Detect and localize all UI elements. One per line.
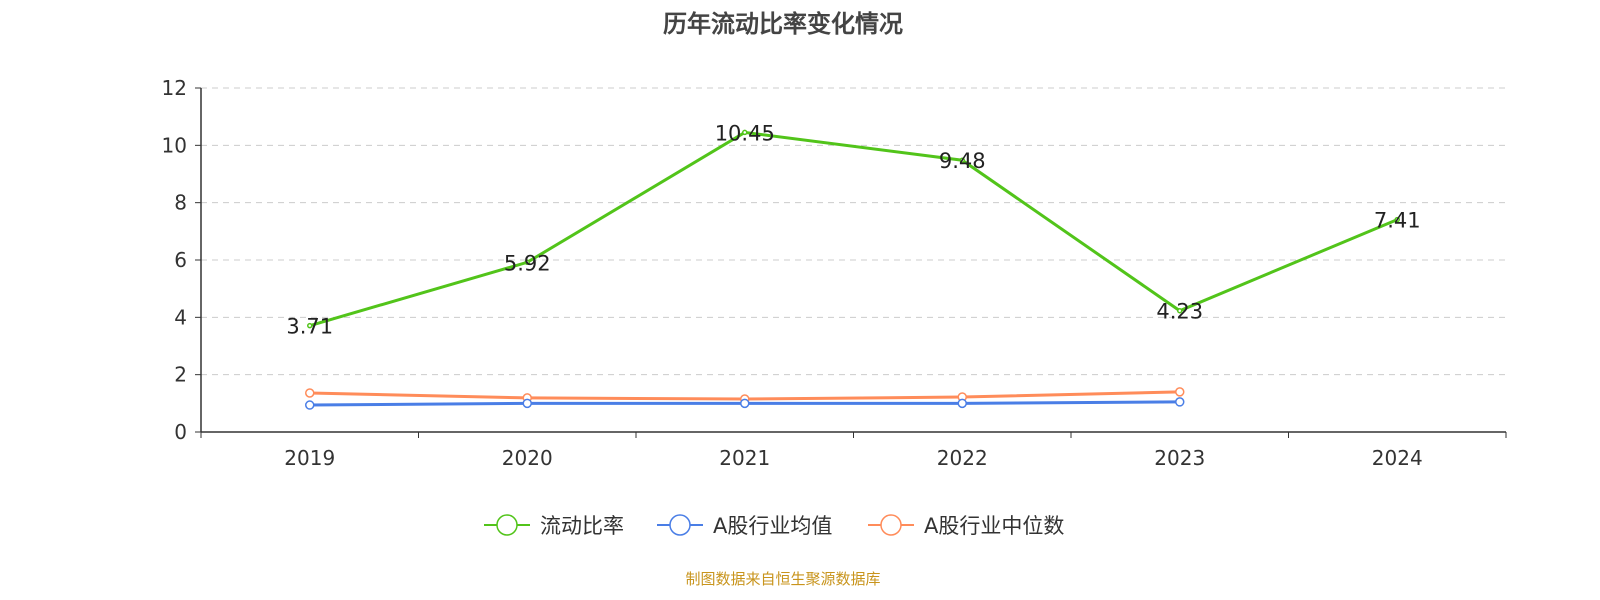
data-label: 5.92 [504,251,551,275]
y-tick-label: 6 [174,248,187,272]
data-point [742,129,748,136]
chart-title: 历年流动比率变化情况 [663,10,903,38]
series-line [309,130,1398,328]
y-tick-label: 10 [162,133,187,157]
data-label: 9.48 [939,149,986,173]
data-point [305,388,315,398]
data-point [740,398,750,409]
data-label: 10.45 [715,121,775,145]
legend-label: A股行业中位数 [924,514,1064,538]
x-tick-label: 2021 [719,446,770,470]
y-tick-label: 0 [174,420,187,444]
legend-marker-icon [496,514,518,536]
data-point [307,322,313,329]
legend-label: 流动比率 [540,514,624,538]
legend-label: A股行业均值 [713,514,832,538]
legend-marker-icon [880,514,902,536]
x-tick-label: 2019 [284,446,335,470]
x-tick-label: 2020 [502,446,553,470]
legend-marker-icon [669,514,691,536]
y-tick-label: 8 [174,191,187,215]
y-tick-label: 12 [162,76,187,100]
data-point [1175,387,1185,397]
data-point [1177,307,1183,314]
data-point [524,259,530,266]
x-tick-label: 2024 [1372,446,1423,470]
data-point [305,400,315,410]
data-label: 4.23 [1156,300,1203,324]
data-point [959,157,965,163]
y-tick-label: 4 [174,305,187,329]
data-point [957,398,967,409]
data-label: 7.41 [1374,209,1421,233]
data-point [1175,397,1185,407]
data-label: 3.71 [286,315,333,339]
x-tick-label: 2022 [937,446,988,470]
data-point [522,398,532,409]
x-tick-label: 2023 [1154,446,1205,470]
y-tick-label: 2 [174,363,187,387]
data-point [1394,216,1400,223]
source-note: 制图数据来自恒生聚源数据库 [685,570,880,588]
